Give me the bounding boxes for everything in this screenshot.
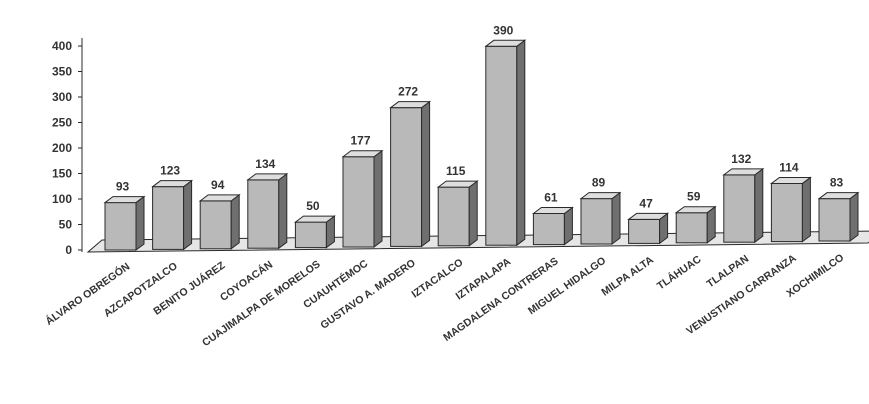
bar-top <box>722 168 765 176</box>
bar-top <box>246 173 289 181</box>
data-label: 272 <box>398 85 418 99</box>
y-tick-label: 300 <box>52 90 72 104</box>
x-tick-label: MIGUEL HIDALGO <box>526 255 608 318</box>
bar-side <box>849 191 859 242</box>
bar: 94 <box>198 178 241 250</box>
bar: 83 <box>817 176 860 242</box>
bar-side <box>135 195 145 251</box>
bar: 390 <box>484 23 527 247</box>
bar-front <box>770 182 803 243</box>
data-label: 132 <box>731 152 751 166</box>
bar-side <box>230 193 240 250</box>
data-label: 115 <box>446 164 466 178</box>
bar-front <box>723 174 756 243</box>
data-label: 47 <box>639 196 653 210</box>
bar-top <box>436 180 479 188</box>
y-tick-label: 100 <box>52 192 72 206</box>
bar-side <box>754 167 764 244</box>
data-label: 50 <box>306 199 320 213</box>
bar: 115 <box>436 164 479 247</box>
bar-front <box>675 212 708 244</box>
y-tick-label: 350 <box>52 65 72 79</box>
data-label: 94 <box>211 178 225 192</box>
bar-side <box>373 149 383 248</box>
data-label: 61 <box>544 190 558 204</box>
bar-top <box>198 194 241 202</box>
x-tick-label: ÁLVARO OBREGÓN <box>43 260 132 328</box>
data-label: 134 <box>255 157 275 171</box>
y-tick-label: 400 <box>52 39 72 53</box>
bar-top <box>579 192 622 200</box>
data-label: 93 <box>116 180 130 194</box>
y-axis: 0 50 100 150 200 250 300 350 400 <box>52 38 83 257</box>
bar-side <box>183 179 193 251</box>
bar-top <box>674 206 717 214</box>
bar-front <box>628 218 661 244</box>
bar-top <box>389 101 432 109</box>
bar-side <box>516 39 526 247</box>
bar: 93 <box>103 180 146 251</box>
bar-top <box>627 212 670 220</box>
bar-front <box>199 200 232 250</box>
bar-side <box>278 172 288 250</box>
bar-side <box>468 180 478 247</box>
bar-side <box>611 191 621 245</box>
bar-top <box>151 180 194 188</box>
bar-top <box>769 176 812 184</box>
bar: 132 <box>722 152 765 244</box>
bar-front <box>437 186 470 247</box>
bar-top <box>341 150 384 158</box>
bar-front <box>532 212 565 246</box>
bar-front <box>342 156 375 248</box>
bar-front <box>485 45 518 246</box>
bar-top <box>817 192 860 200</box>
bar-front <box>818 198 851 242</box>
bar-top <box>531 206 574 214</box>
y-tick-label: 250 <box>52 116 72 130</box>
bar: 134 <box>246 157 289 250</box>
bar-top <box>103 196 146 204</box>
bar: 47 <box>627 196 670 245</box>
y-tick-label: 0 <box>65 243 72 257</box>
bar-front <box>580 198 613 245</box>
bar-side <box>421 100 431 248</box>
y-tick-label: 200 <box>52 141 72 155</box>
bar-front <box>390 107 423 247</box>
bar-front <box>152 186 185 250</box>
data-label: 123 <box>160 164 180 178</box>
bar-front <box>104 202 137 251</box>
bar: 177 <box>341 134 384 248</box>
bar: 59 <box>674 190 717 244</box>
bar-top <box>293 215 336 223</box>
data-label: 83 <box>830 176 844 190</box>
y-tick-label: 50 <box>59 218 73 232</box>
bar-side <box>801 176 811 243</box>
bars: 93 123 94 134 50 177 272 115 390 61 89 47 59 132 114 83 <box>103 23 860 251</box>
bar-front <box>247 179 280 249</box>
bar: 123 <box>151 164 194 251</box>
bar: 89 <box>579 176 622 245</box>
bar: 50 <box>293 199 336 249</box>
y-tick-label: 150 <box>52 167 72 181</box>
bar-front <box>294 221 327 249</box>
bar: 272 <box>389 85 432 248</box>
x-tick-label: MILPA ALTA <box>599 254 656 299</box>
x-tick-label: TLÁHUAC <box>654 252 703 292</box>
bar: 114 <box>769 160 812 243</box>
bar-top <box>484 39 527 47</box>
bar: 61 <box>531 190 574 246</box>
data-label: 89 <box>592 176 606 190</box>
chart-floor <box>86 230 869 253</box>
data-label: 59 <box>687 190 701 204</box>
data-label: 114 <box>779 160 799 174</box>
data-label: 177 <box>350 134 370 148</box>
data-label: 390 <box>493 23 513 37</box>
